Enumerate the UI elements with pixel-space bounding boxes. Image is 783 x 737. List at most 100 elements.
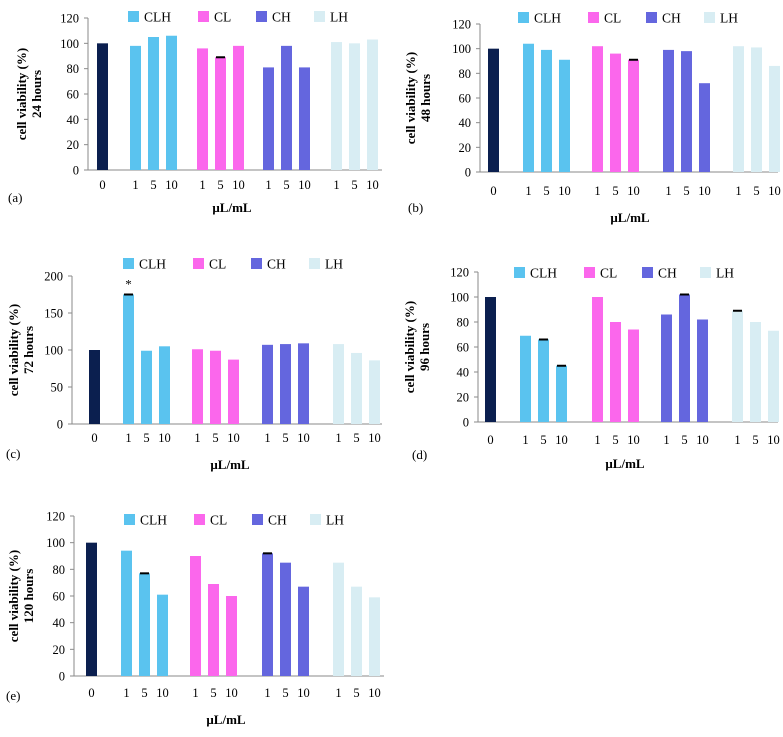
panel-d-legend-label-ch: CH (658, 266, 677, 281)
panel-b-legend-label-lh: LH (720, 11, 738, 26)
panel-b-x-tick-label: 5 (753, 184, 759, 198)
panel-c-legend-label-clh: CLH (139, 257, 166, 272)
panel-a-x-tick-label: 10 (298, 178, 311, 192)
panel-e-x-tick-label: 10 (225, 686, 238, 700)
panel-c-x-tick-label: 1 (335, 431, 341, 445)
panel-c-y-axis-label: cell viability (%) (6, 304, 21, 396)
panel-d-label: (d) (412, 447, 427, 462)
panel-b-bar-lh-1 (733, 46, 744, 173)
panel-b-x-tick-label: 1 (735, 184, 741, 198)
panel-c-bar-ch-10 (298, 343, 309, 424)
panel-a-bar-cl-10 (233, 45, 244, 170)
panel-c-legend-label-ch: CH (267, 257, 286, 272)
panel-c-bar-cl-1 (192, 349, 203, 424)
panel-e-bar-lh-5 (351, 586, 362, 676)
panel-b-bar-cl-5 (610, 53, 621, 172)
panel-c-x-tick-label: 5 (143, 431, 149, 445)
panel-b-x-axis-label: μL/mL (610, 210, 649, 225)
panel-c-x-tick-label: 1 (264, 431, 270, 445)
panel-d-x-tick-label: 0 (487, 433, 493, 447)
panel-d-y-tick-label: 20 (457, 391, 470, 405)
panel-a-x-tick-label: 5 (150, 178, 156, 192)
panel-e-legend-swatch-cl (194, 514, 205, 525)
panel-a-bar-lh-10 (367, 39, 378, 171)
panel-e-bar-clh-1 (121, 550, 132, 676)
panel-d-x-tick-label: 5 (612, 433, 618, 447)
panel-a-y-tick-label: 80 (67, 62, 80, 76)
panel-b-y-axis-time-label: 48 hours (418, 74, 433, 122)
panel-a-x-tick-label: 1 (199, 178, 205, 192)
panel-c-y-axis-time-label: 72 hours (21, 326, 36, 374)
panel-b-x-tick-label: 10 (698, 184, 711, 198)
panel-a-legend-swatch-cl (198, 11, 209, 22)
panel-b-y-tick-label: 40 (459, 116, 472, 130)
panel-a-bar-ch-1 (263, 67, 274, 170)
panel-d-x-axis-label: μL/mL (605, 456, 644, 471)
panel-e-x-tick-label: 10 (368, 686, 381, 700)
panel-c-bar-ch-5 (280, 344, 291, 424)
panel-e-bar-lh-10 (369, 597, 380, 676)
panel-e-x-tick-label: 10 (297, 686, 310, 700)
panel-a-x-tick-label: 5 (217, 178, 223, 192)
panel-d-bar-lh-5 (750, 322, 761, 422)
panel-a-legend-label-cl: CL (214, 10, 231, 25)
panel-b-y-tick-label: 80 (459, 67, 472, 81)
panel-a-bar-lh-1 (331, 42, 342, 170)
panel-c-x-tick-label: 10 (368, 431, 381, 445)
panel-a-y-tick-label: 120 (60, 12, 79, 26)
panel-b-label: (b) (408, 200, 423, 215)
panel-e-y-tick-label: 80 (53, 563, 66, 577)
panel-d-y-axis-time-label: 96 hours (417, 323, 432, 371)
panel-d-bar-cl-1 (592, 297, 603, 422)
panel-a-bar-clh-1 (130, 45, 141, 170)
panel-a-bar-clh-5 (148, 37, 159, 170)
panel-b-control-bar (488, 48, 499, 172)
panel-e-y-tick-label: 100 (46, 536, 65, 550)
panel-e-x-tick-label: 5 (210, 686, 216, 700)
panel-d-x-tick-label: 10 (696, 433, 709, 447)
panel-b-bar-lh-10 (769, 65, 780, 172)
panel-d-x-tick-label: 10 (767, 433, 780, 447)
panel-a-bar-ch-10 (299, 67, 310, 170)
panel-a-x-tick-label: 1 (333, 178, 339, 192)
panel-e-x-tick-label: 0 (88, 686, 94, 700)
panel-d-y-axis-label: cell viability (%) (402, 301, 417, 393)
panel-a-legend-label-lh: LH (330, 10, 348, 25)
panel-c-y-tick-label: 100 (44, 344, 63, 358)
panel-c-label: (c) (6, 446, 20, 461)
panel-b-bar-ch-10 (699, 83, 710, 172)
panel-e-bar-clh-5 (139, 573, 150, 676)
panel-b-bar-cl-1 (592, 46, 603, 173)
panel-c-legend-swatch-lh (309, 258, 320, 269)
panel-c-bar-clh-5 (141, 350, 152, 424)
panel-b-legend-swatch-lh (704, 12, 715, 23)
panel-c-bar-cl-10 (228, 359, 239, 424)
panel-b-legend-label-clh: CLH (534, 11, 561, 26)
panel-c-y-tick-label: 200 (44, 270, 63, 284)
panel-a-x-tick-label: 10 (232, 178, 245, 192)
panel-b-y-tick-label: 120 (452, 18, 471, 32)
panel-d-x-tick-label: 10 (627, 433, 640, 447)
panel-e-y-tick-label: 120 (46, 510, 65, 524)
panel-a-y-tick-label: 20 (67, 138, 80, 152)
panel-b-x-tick-label: 5 (612, 184, 618, 198)
panel-a-y-axis-time-label: 24 hours (29, 70, 44, 118)
panel-e-x-tick-label: 1 (123, 686, 129, 700)
panel-a-bar-ch-5 (281, 45, 292, 170)
panel-c-y-tick-label: 0 (57, 418, 63, 432)
panel-e-legend-label-ch: CH (268, 513, 287, 528)
panel-a-x-axis-label: μL/mL (212, 200, 251, 215)
panel-d-bar-ch-5 (679, 294, 690, 422)
panel-c-legend-swatch-cl (193, 258, 204, 269)
panel-d-y-tick-label: 0 (463, 416, 469, 430)
panel-b-legend-swatch-clh (518, 12, 529, 23)
panel-d-bar-cl-5 (610, 322, 621, 422)
panel-d-x-tick-label: 10 (555, 433, 568, 447)
panel-c-bar-clh-10 (159, 346, 170, 424)
panel-b-x-tick-label: 10 (627, 184, 640, 198)
panel-e-x-tick-label: 10 (156, 686, 169, 700)
panel-b-bar-cl-10 (628, 59, 639, 173)
panel-d-bar-ch-10 (697, 319, 708, 422)
panel-e-y-tick-label: 20 (53, 643, 66, 657)
